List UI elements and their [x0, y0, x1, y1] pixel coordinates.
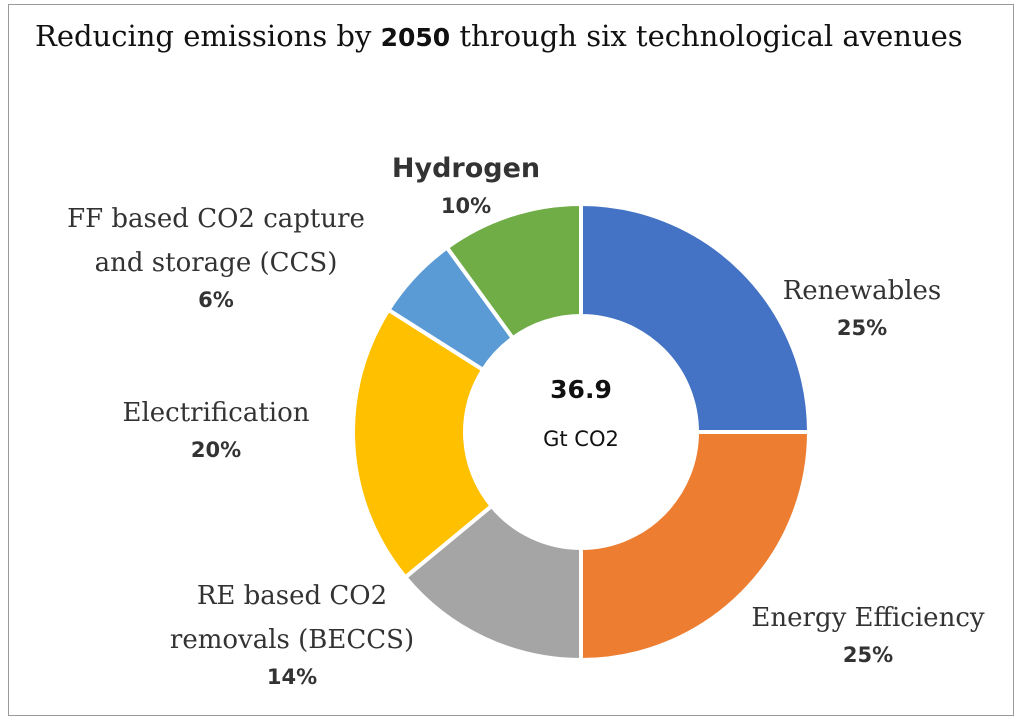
slice-2-label-line-0: RE based CO2: [197, 581, 387, 611]
chart-title-suffix: through six technological avenues: [450, 19, 963, 53]
slice-0: [579, 202, 811, 434]
slice-3: [351, 307, 494, 580]
slice-4-pct-label: 6%: [198, 288, 234, 312]
slice-0-pct-label: 25%: [837, 316, 887, 340]
slice-0-label-line-0: Renewables: [783, 276, 942, 306]
slice-3-label-line-0: Electrification: [122, 398, 309, 428]
chart-title-year: 2050: [380, 23, 451, 52]
slice-3-pct-label: 20%: [191, 438, 241, 462]
chart-title: Reducing emissions by 2050 through six t…: [35, 19, 963, 53]
slice-5-label-line-0: Hydrogen: [392, 153, 540, 184]
slice-labels: Renewables 25% Energy Efficiency 25% RE base…: [67, 153, 985, 689]
center-total: 36.9: [550, 375, 612, 404]
donut-slices: [351, 202, 811, 662]
slice-2-pct-label: 14%: [267, 665, 317, 689]
slice-2-label-line-1: removals (BECCS): [170, 625, 414, 655]
chart-title-prefix: Reducing emissions by: [35, 19, 381, 53]
slice-4-label-line-1: and storage (CCS): [95, 248, 338, 278]
slice-1-pct-label: 25%: [843, 643, 893, 667]
slice-1: [579, 430, 811, 662]
slice-5: [444, 202, 583, 341]
center-unit: Gt CO2: [543, 427, 619, 451]
slice-4-label-line-0: FF based CO2 capture: [67, 204, 365, 234]
slice-1-label-line-0: Energy Efficiency: [751, 603, 984, 633]
slice-5-pct-label: 10%: [441, 194, 491, 218]
